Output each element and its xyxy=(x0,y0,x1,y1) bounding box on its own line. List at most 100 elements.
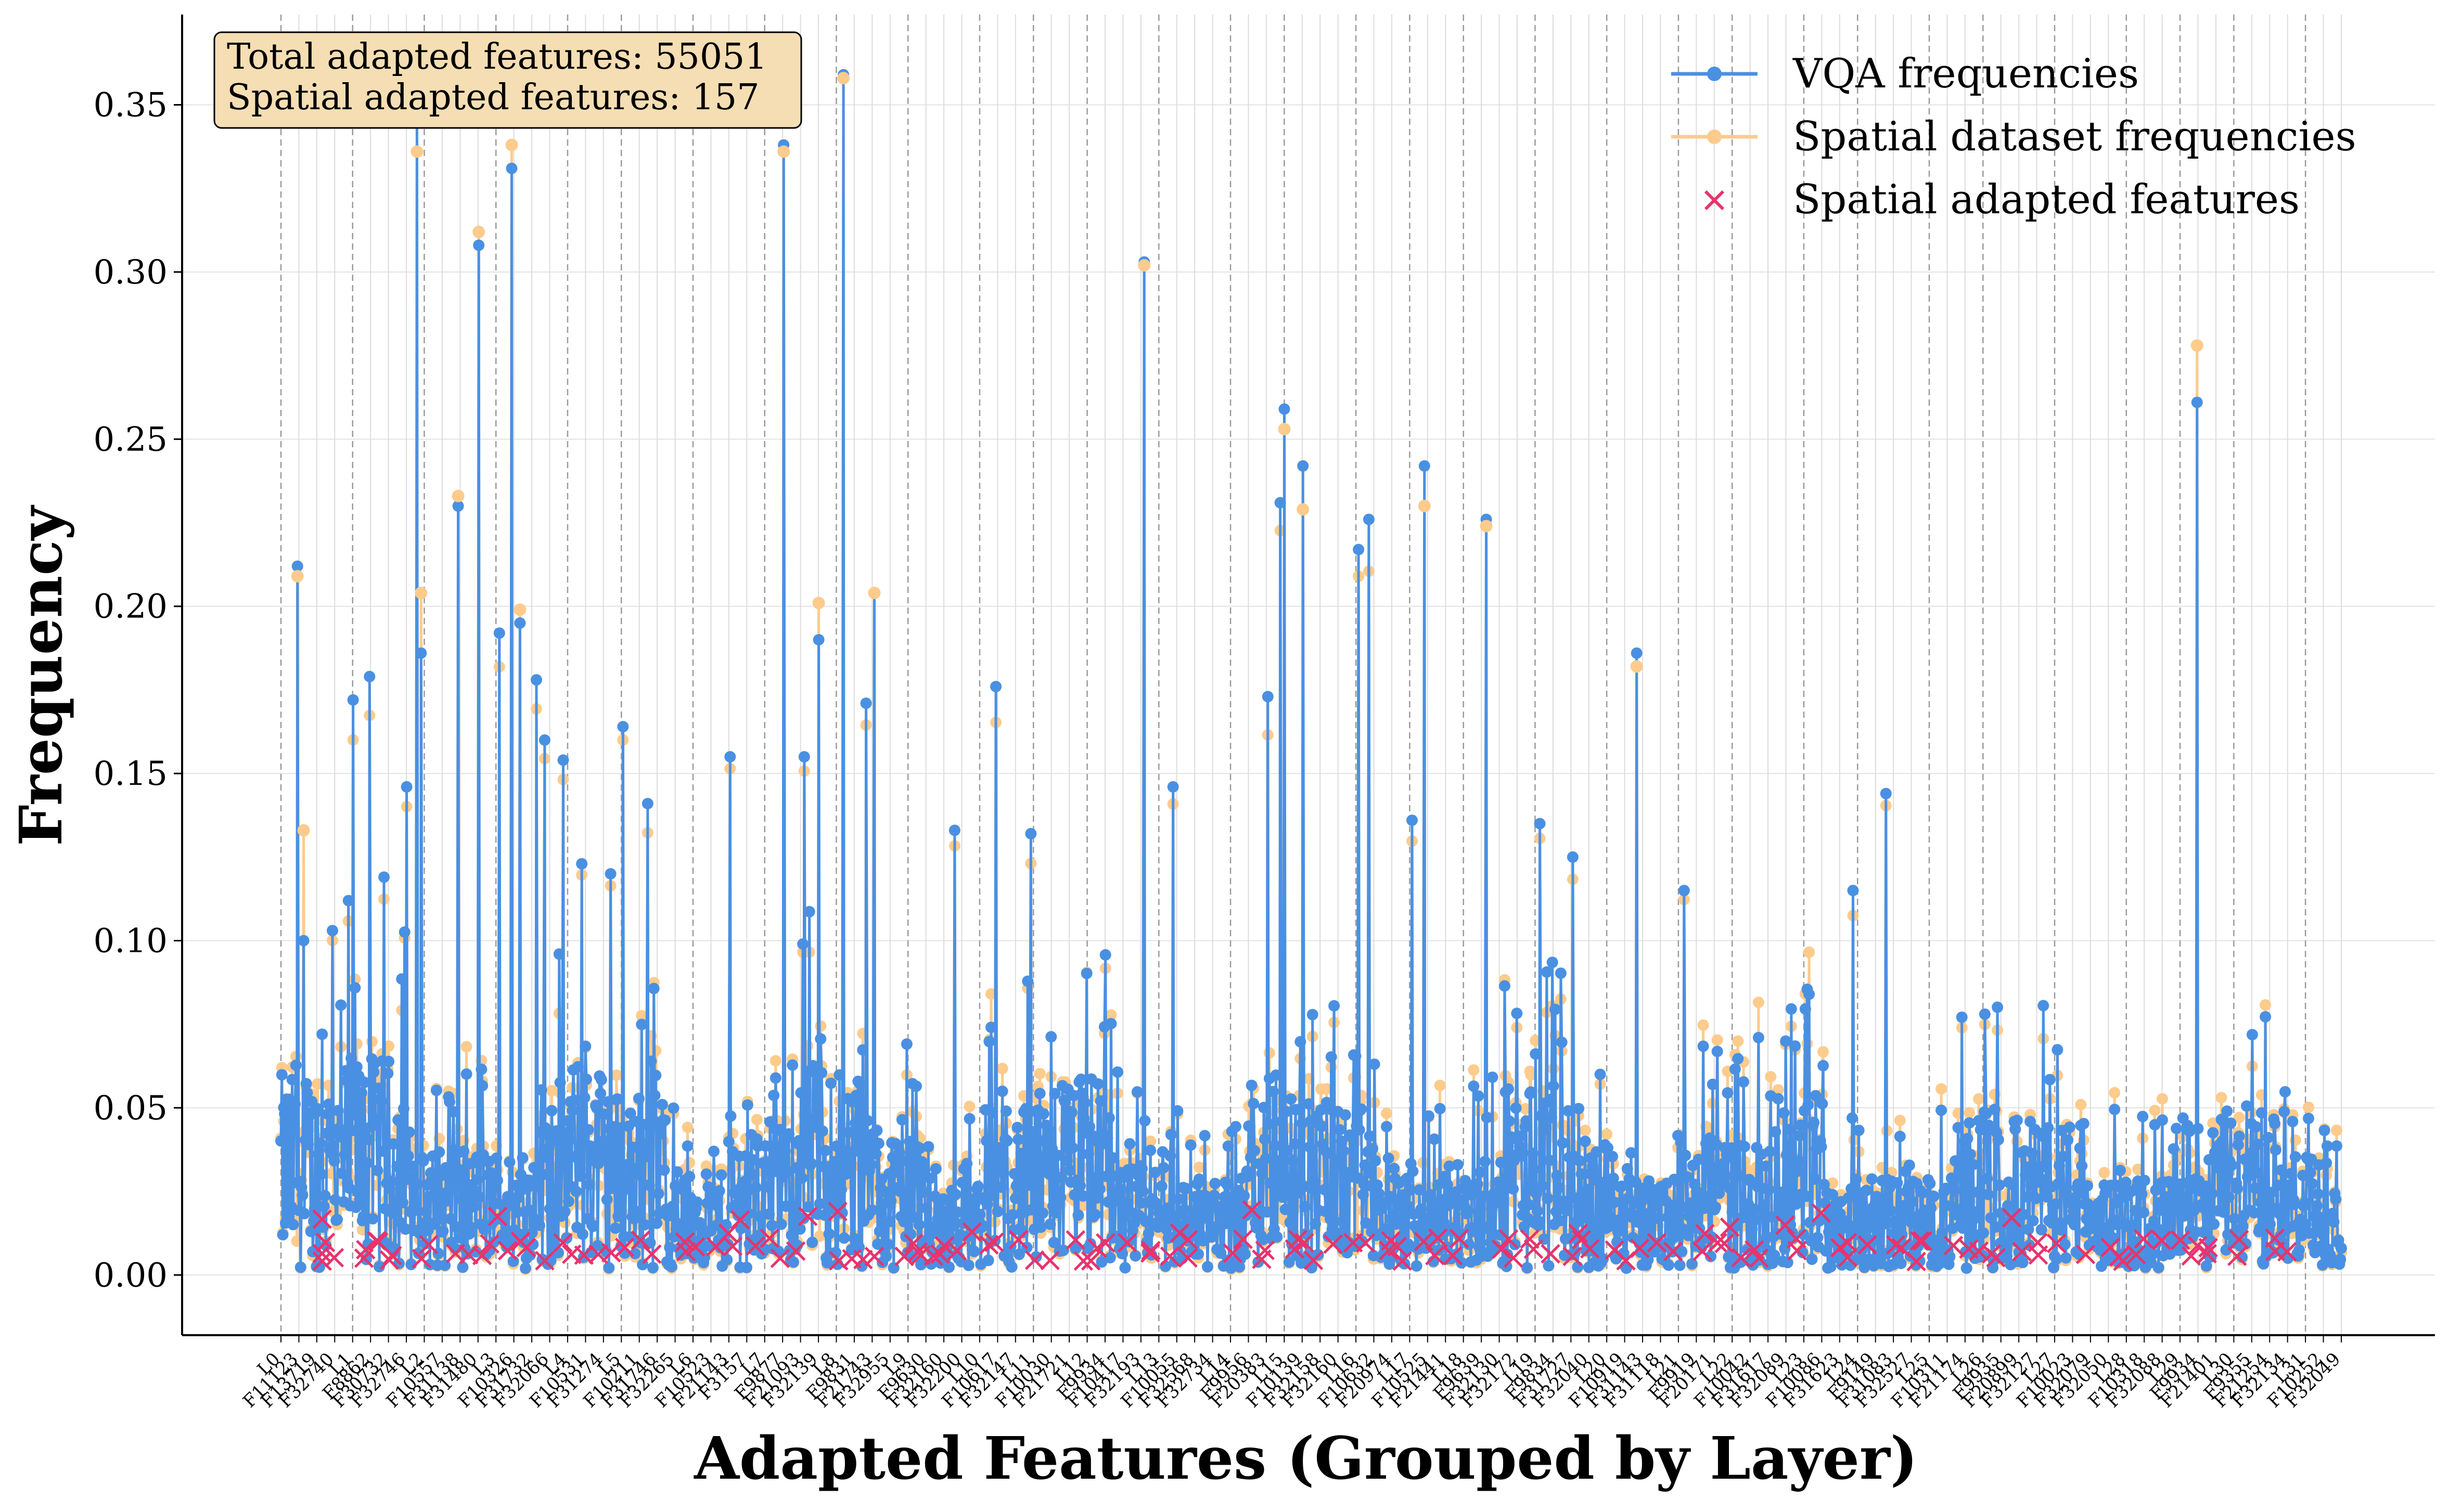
vqa-point xyxy=(2318,1125,2330,1136)
vqa-point xyxy=(506,162,518,174)
adapted-feature-marker xyxy=(1081,1251,1101,1271)
vqa-point xyxy=(725,1110,737,1122)
vqa-point xyxy=(1972,1186,1984,1198)
adapted-feature-marker xyxy=(312,1251,332,1271)
vqa-point xyxy=(2037,1000,2049,1012)
spatial-peak-point xyxy=(1297,503,1310,516)
vqa-point xyxy=(1486,1071,1498,1083)
vqa-point xyxy=(1973,1115,1985,1127)
vqa-point xyxy=(2327,1207,2339,1219)
vqa-point xyxy=(987,1190,999,1201)
vqa-point xyxy=(592,1240,604,1251)
adapted-feature-marker xyxy=(2075,1245,2096,1264)
vqa-point xyxy=(825,1077,837,1089)
vqa-point xyxy=(504,1156,516,1168)
vqa-point xyxy=(579,1092,591,1104)
spatial-point xyxy=(751,1114,763,1126)
vqa-point xyxy=(2320,1157,2332,1169)
vqa-point xyxy=(1992,1001,2004,1013)
vqa-point xyxy=(711,1219,723,1231)
adapted-feature-marker xyxy=(1303,1250,1324,1270)
vqa-point xyxy=(808,1113,820,1125)
spatial-peak-point xyxy=(1278,423,1291,436)
vqa-point xyxy=(798,751,810,763)
vqa-point xyxy=(1578,1211,1589,1223)
vqa-point xyxy=(1059,1096,1071,1108)
vqa-point xyxy=(1338,1145,1350,1157)
vqa-point xyxy=(2237,1220,2249,1232)
vqa-point xyxy=(1083,1148,1095,1160)
vqa-point xyxy=(1545,1093,1557,1105)
vqa-point xyxy=(1533,1216,1545,1227)
vqa-point xyxy=(2322,1140,2333,1152)
vqa-point xyxy=(827,1166,839,1178)
vqa-point xyxy=(613,1166,625,1178)
vqa-point xyxy=(1089,1209,1101,1221)
vqa-point xyxy=(1471,1178,1483,1190)
vqa-point xyxy=(780,1200,792,1212)
vqa-point xyxy=(1587,1160,1599,1172)
series-vqa-frequencies xyxy=(275,69,2347,1274)
vqa-point xyxy=(623,1120,635,1132)
vqa-point xyxy=(1479,1156,1491,1168)
adapted-feature-marker xyxy=(1523,1239,1544,1259)
vqa-point xyxy=(1084,1238,1096,1250)
vqa-point xyxy=(1261,1206,1273,1218)
legend-marker-spatial xyxy=(1707,130,1722,144)
vqa-point xyxy=(2076,1160,2088,1172)
vqa-point xyxy=(1407,1166,1419,1177)
vqa-point xyxy=(1020,1103,1032,1115)
vqa-point xyxy=(2240,1238,2252,1250)
vqa-point xyxy=(1850,1173,1862,1185)
spatial-peak-point xyxy=(452,489,465,502)
vqa-point xyxy=(761,1158,773,1169)
vqa-point xyxy=(1800,1191,1812,1202)
vqa-point xyxy=(2017,1257,2029,1269)
vqa-point xyxy=(2068,1205,2079,1217)
spatial-point xyxy=(684,1157,696,1169)
vqa-point xyxy=(2044,1074,2056,1085)
vqa-point xyxy=(1287,1155,1299,1167)
vqa-point xyxy=(1902,1207,1914,1219)
adapted-feature-marker xyxy=(1838,1247,1857,1268)
adapted-feature-marker xyxy=(1288,1230,1307,1249)
vqa-point xyxy=(710,1199,722,1211)
vqa-point xyxy=(992,1206,1004,1218)
vqa-point xyxy=(968,1246,980,1258)
vqa-point xyxy=(793,1135,805,1146)
vqa-point xyxy=(691,1196,703,1208)
adapted-feature-marker xyxy=(614,1237,635,1258)
vqa-point xyxy=(914,1142,926,1154)
vqa-point xyxy=(885,1195,897,1207)
info-spatial-adapted: Spatial adapted features: 157 xyxy=(227,77,760,118)
vqa-point xyxy=(2264,1218,2276,1230)
vqa-point xyxy=(2035,1224,2047,1236)
vqa-point xyxy=(1597,1253,1609,1265)
vqa-point xyxy=(1270,1069,1282,1081)
vqa-point xyxy=(763,1208,775,1220)
vqa-point xyxy=(1076,1087,1088,1099)
vqa-point xyxy=(1172,1105,1184,1117)
vqa-point xyxy=(567,1105,579,1117)
adapted-feature-marker xyxy=(770,1248,790,1268)
vqa-point xyxy=(1812,1232,1824,1244)
vqa-point xyxy=(1206,1231,1217,1243)
vqa-point xyxy=(1055,1192,1067,1204)
adapted-feature-marker xyxy=(1425,1246,1445,1265)
adapted-feature-marker xyxy=(488,1207,508,1226)
vqa-point xyxy=(652,1188,664,1200)
spatial-point xyxy=(2098,1167,2110,1179)
vqa-point xyxy=(2312,1188,2324,1200)
vqa-point xyxy=(1686,1258,1698,1270)
spatial-point xyxy=(1752,997,1764,1009)
adapted-feature-marker xyxy=(315,1232,336,1252)
vqa-point xyxy=(1257,1234,1269,1246)
vqa-point xyxy=(1776,1229,1788,1240)
vqa-point xyxy=(1010,1180,1022,1192)
vqa-point xyxy=(1107,1152,1119,1164)
vqa-point xyxy=(2006,1226,2018,1238)
vqa-point xyxy=(1336,1135,1348,1147)
vqa-point xyxy=(2136,1188,2148,1200)
vqa-point xyxy=(1443,1160,1455,1172)
